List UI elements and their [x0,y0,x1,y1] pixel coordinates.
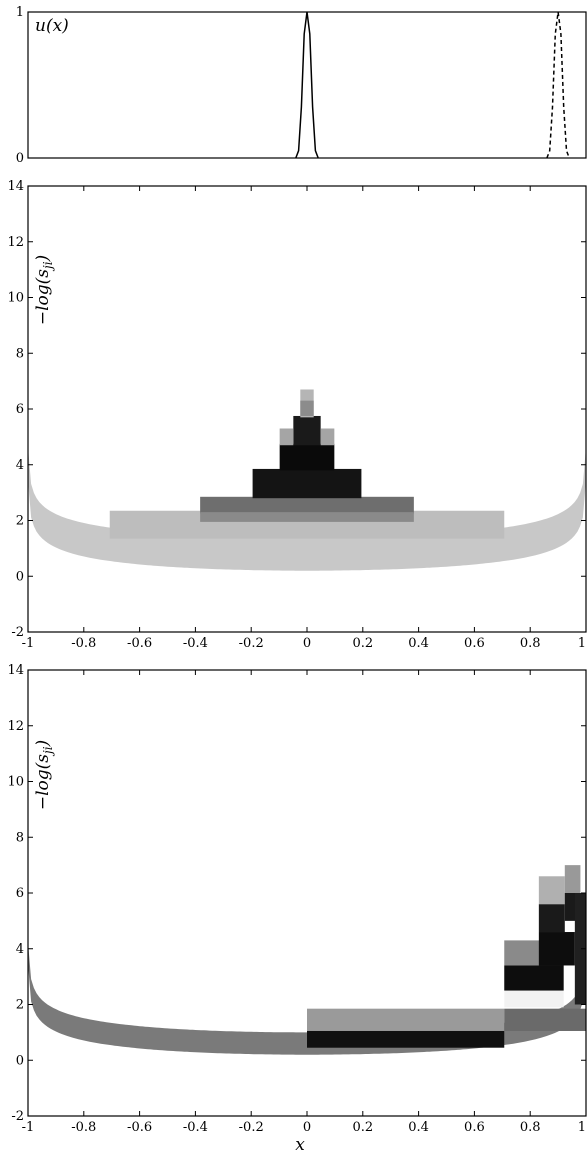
u-series-dashed-line [546,11,571,159]
heatmap-cell [564,865,581,893]
heatmap-cell [200,496,414,514]
heatmap-cell [200,512,414,522]
bottom-ticks: -2 0 2 4 6 8 10 12 14 -1 -0.8 -0.6 -0.4 -0.2 0 0.2 0.4 0.… [7,663,587,1135]
x-tick-label: 0.8 [520,636,541,651]
u-curves [295,11,571,159]
bottom-ylabel: −log(sji) [33,740,55,810]
y-tick-label: 2 [16,514,24,529]
y-tick-label: -2 [11,1109,24,1124]
top-heatmap-cells [28,389,586,571]
x-tick-label: -1 [22,636,35,651]
y-tick-label: 14 [7,179,24,194]
y-tick-label: -2 [11,625,24,640]
top-ylabel: −log(sji) [33,255,55,325]
baseline-curve-band [28,450,586,571]
y-tick-label: 12 [7,719,24,734]
heatmap-cell [538,904,565,933]
u-axes-frame [27,11,587,159]
y-tick-label: 6 [16,402,24,417]
y-tick-label: 10 [7,775,24,790]
y-tick-label: 8 [16,346,24,361]
y-tick-label: 0 [16,569,24,584]
y-tick-label: 8 [16,830,24,845]
x-tick-label: -0.4 [183,1120,208,1135]
y-tick-label: 10 [7,291,24,306]
y-tick-label: 6 [16,886,24,901]
x-tick-label: 0.8 [520,1120,541,1135]
y-tick-label: 2 [16,998,24,1013]
x-tick-label: 0.2 [352,1120,373,1135]
u-ylabel: u(x) [35,16,69,36]
heatmap-cell [307,1008,505,1033]
panel-log-s-top: -2 0 2 4 6 8 10 12 14 -1 -0.8 -0.6 -0.4 -0.2 0 0.2 0.4 0.… [7,179,587,651]
bottom-heatmap-cells [28,865,586,1055]
heatmap-cell [307,1030,505,1048]
x-tick-label: 0.6 [464,636,485,651]
u-ticks: 01 [16,5,586,166]
x-tick-label: -1 [22,1120,35,1135]
y-tick-label: 4 [16,942,24,957]
heatmap-cell [279,443,335,471]
x-tick-label: -0.6 [127,1120,152,1135]
heatmap-cell [538,932,575,966]
x-tick-label: 0.4 [408,1120,429,1135]
y-tick-label: 14 [7,663,24,678]
panel-u-of-x: 01 u(x) [16,5,587,166]
heatmap-cell [293,415,321,446]
heatmap-cell [504,1008,586,1031]
u-series-solid-line [295,11,319,159]
top-ticks: -2 0 2 4 6 8 10 12 14 -1 -0.8 -0.6 -0.4 -0.2 0 0.2 0.4 0.… [7,179,587,651]
x-tick-label: 0.6 [464,1120,485,1135]
y-tick-label: 1 [16,5,24,20]
x-tick-label: -0.8 [71,1120,96,1135]
panel-log-s-bottom: -2 0 2 4 6 8 10 12 14 -1 -0.8 -0.6 -0.4 -0.2 0 0.2 0.4 0.… [7,663,587,1155]
y-tick-label: 0 [16,151,24,166]
heatmap-cell [320,428,335,446]
x-tick-label: 0 [303,1120,311,1135]
x-tick-label: -0.2 [239,1120,264,1135]
heatmap-cell [504,990,564,1008]
heatmap-cell [538,876,565,905]
heatmap-cell [504,965,564,991]
y-tick-label: 4 [16,458,24,473]
x-tick-label: -0.2 [239,636,264,651]
bottom-ylabel-close: ) [33,740,53,748]
bottom-ylabel-subscript: ji [41,746,55,757]
heatmap-cell [279,428,294,446]
x-tick-label: -0.4 [183,636,208,651]
top-ylabel-close: ) [33,255,53,263]
x-tick-label: 0 [303,636,311,651]
bottom-xlabel: x [295,1135,305,1155]
y-tick-label: 12 [7,235,24,250]
top-ylabel-subscript: ji [41,261,55,272]
x-tick-label: 1 [578,636,586,651]
heatmap-cell [252,468,362,499]
x-tick-label: -0.6 [127,636,152,651]
x-tick-label: 1 [578,1120,586,1135]
x-tick-label: -0.8 [71,636,96,651]
heatmap-cell [300,400,314,416]
x-tick-label: 0.2 [352,636,373,651]
x-tick-label: 0.4 [408,636,429,651]
heatmap-cell [574,893,586,1005]
y-tick-label: 0 [16,1053,24,1068]
